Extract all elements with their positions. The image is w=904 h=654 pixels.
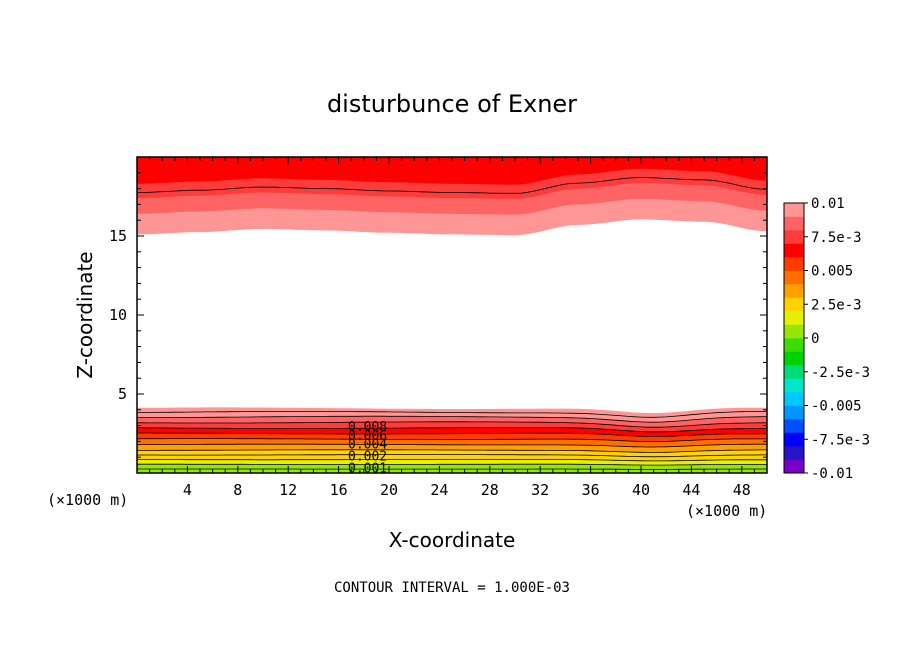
surface-contour-2 xyxy=(137,463,767,466)
contour-label-0: 0.008 xyxy=(348,420,387,435)
surface-band-1 xyxy=(137,464,767,470)
colorbar-swatch xyxy=(784,446,804,460)
surface-contour-3 xyxy=(136,459,767,462)
colorbar-tick-label: -2.5e-3 xyxy=(811,365,870,381)
contour-interval-note: CONTOUR INTERVAL = 1.000E-03 xyxy=(334,580,570,596)
plot-area xyxy=(137,157,767,473)
colorbar-swatch xyxy=(784,324,804,339)
top-contour xyxy=(136,177,768,194)
colorbar-tick-label: 0.005 xyxy=(811,264,853,280)
colorbar-tick-label: 7.5e-3 xyxy=(811,230,862,246)
colorbar-swatch xyxy=(784,297,804,312)
colorbar-swatch xyxy=(784,311,804,325)
colorbar-tick-label: 0 xyxy=(811,331,819,347)
colorbar-swatch xyxy=(784,230,804,244)
contour-label-3: 0.002 xyxy=(348,449,387,464)
contour-label-2: 0.004 xyxy=(348,438,387,453)
x-tick-label: 40 xyxy=(632,481,650,499)
surface-contour-12 xyxy=(136,411,767,418)
colorbar-swatch xyxy=(784,392,804,406)
colorbar-swatch xyxy=(784,419,804,433)
surface-contour-5 xyxy=(137,449,767,453)
surface-band-6 xyxy=(137,438,767,447)
x-axis-label: X-coordinate xyxy=(389,528,516,552)
x-tick-label: 28 xyxy=(481,481,499,499)
x-tick-label: 44 xyxy=(682,481,700,499)
y-tick-label: 5 xyxy=(118,385,127,403)
surface-contour-6 xyxy=(136,443,767,448)
colorbar-swatch xyxy=(784,216,804,231)
x-tick-label: 36 xyxy=(582,481,600,499)
x-tick-label: 4 xyxy=(183,481,192,499)
y-tick-label: 10 xyxy=(109,306,127,324)
y-axis-label: Z-coordinate xyxy=(73,251,97,378)
x-tick-label: 24 xyxy=(430,481,448,499)
top-band-3 xyxy=(137,157,767,185)
colorbar-tick-label: -7.5e-3 xyxy=(811,432,870,448)
surface-contour-4 xyxy=(137,454,767,458)
contour-label-1: 0.006 xyxy=(348,429,387,444)
x-axis: 4 8 12 16 20 24 28 32 36 40 44 48 xyxy=(149,157,755,499)
colorbar-swatch xyxy=(784,243,804,258)
surface-contour-8 xyxy=(137,432,767,437)
x-unit-label: (×1000 m) xyxy=(47,491,128,509)
y-tick-label: 15 xyxy=(109,227,127,245)
x-tick-label: 12 xyxy=(279,481,297,499)
y-axis: 5 10 15 xyxy=(109,172,767,458)
colorbar-swatch xyxy=(784,257,804,271)
x-tick-label: 8 xyxy=(233,481,242,499)
colorbar-swatch xyxy=(784,432,804,447)
contour-label-4: 0.001 xyxy=(348,461,387,476)
colorbar-tick-label: -0.01 xyxy=(811,466,853,482)
colorbar-swatch xyxy=(784,338,804,352)
x-tick-label: 20 xyxy=(380,481,398,499)
surface-band-7 xyxy=(137,433,767,442)
colorbar-tick-label: -0.005 xyxy=(811,399,862,415)
x-tick-label: 32 xyxy=(531,481,549,499)
x-tick-label: 16 xyxy=(330,481,348,499)
colorbar-swatch xyxy=(784,459,804,474)
surface-contour-9 xyxy=(136,427,768,433)
colorbar-swatch xyxy=(784,378,804,393)
colorbar-swatch xyxy=(784,203,804,217)
colorbar-swatch xyxy=(784,405,804,420)
colorbar-swatch xyxy=(784,351,804,366)
surface-contour-10 xyxy=(137,421,767,428)
colorbar: 0.01 7.5e-3 0.005 2.5e-3 0 -2.5e-3 -0.005 -7.5e… xyxy=(783,196,870,482)
colorbar-tick-label: 0.01 xyxy=(811,196,845,212)
x-tick-label: 48 xyxy=(733,481,751,499)
chart-title: disturbunce of Exner xyxy=(327,90,577,118)
y-unit-label: (×1000 m) xyxy=(686,502,767,520)
contour-lines xyxy=(136,177,768,470)
surface-contour-11 xyxy=(137,415,768,423)
colorbar-swatch xyxy=(784,365,804,379)
colorbar-tick-label: 2.5e-3 xyxy=(811,297,862,313)
surface-band-2 xyxy=(137,459,767,466)
surface-contour-7 xyxy=(136,438,767,442)
colorbar-swatch xyxy=(784,270,804,285)
colorbar-swatch xyxy=(784,284,804,298)
